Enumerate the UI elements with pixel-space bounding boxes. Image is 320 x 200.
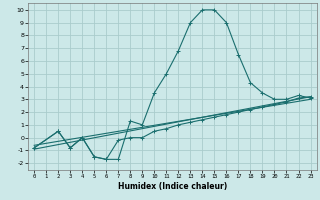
X-axis label: Humidex (Indice chaleur): Humidex (Indice chaleur) [118, 182, 227, 191]
